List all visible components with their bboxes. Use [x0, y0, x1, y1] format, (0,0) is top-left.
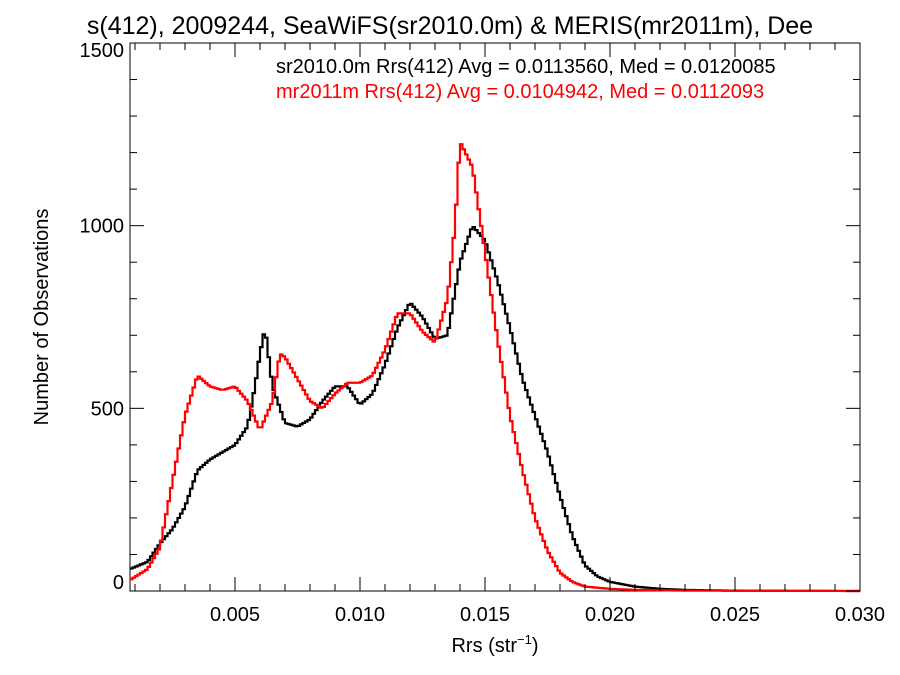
plot-area: 0.005 0.010 0.015 0.020 0.025 0.030 0 500 1000 1… [80, 40, 886, 626]
y-tick-label: 0 [113, 572, 124, 594]
legend-entry-mr2011m: mr2011m Rrs(412) Avg = 0.0104942, Med = … [276, 81, 764, 103]
x-axis-label-suffix: ) [532, 635, 539, 657]
series-line-mr2011m [130, 143, 860, 593]
series-layer [130, 143, 860, 593]
x-tick-label: 0.005 [210, 604, 260, 626]
x-axis-ticks: 0.005 0.010 0.015 0.020 0.025 0.030 [134, 43, 885, 626]
x-tick-label: 0.030 [835, 604, 885, 626]
x-axis-label-superscript: −1 [517, 632, 532, 647]
chart-title: s(412), 2009244, SeaWiFS(sr2010.0m) & ME… [87, 12, 813, 40]
y-tick-label: 1500 [80, 40, 125, 62]
plot-frame [129, 42, 861, 592]
x-tick-label: 0.015 [460, 604, 510, 626]
x-axis-label: Rrs (str−1) [451, 632, 538, 657]
y-tick-label: 500 [91, 398, 124, 420]
y-tick-label: 1000 [80, 216, 125, 238]
x-axis-label-main: Rrs (str [451, 635, 517, 657]
y-axis-label: Number of Observations [31, 209, 53, 426]
x-tick-label: 0.010 [335, 604, 385, 626]
series-line-sr2010-0m [130, 226, 860, 593]
legend-entry-sr2010: sr2010.0m Rrs(412) Avg = 0.0113560, Med … [276, 56, 776, 78]
x-tick-label: 0.020 [585, 604, 635, 626]
x-tick-label: 0.025 [710, 604, 760, 626]
y-axis-ticks: 0 500 1000 1500 [80, 40, 860, 594]
